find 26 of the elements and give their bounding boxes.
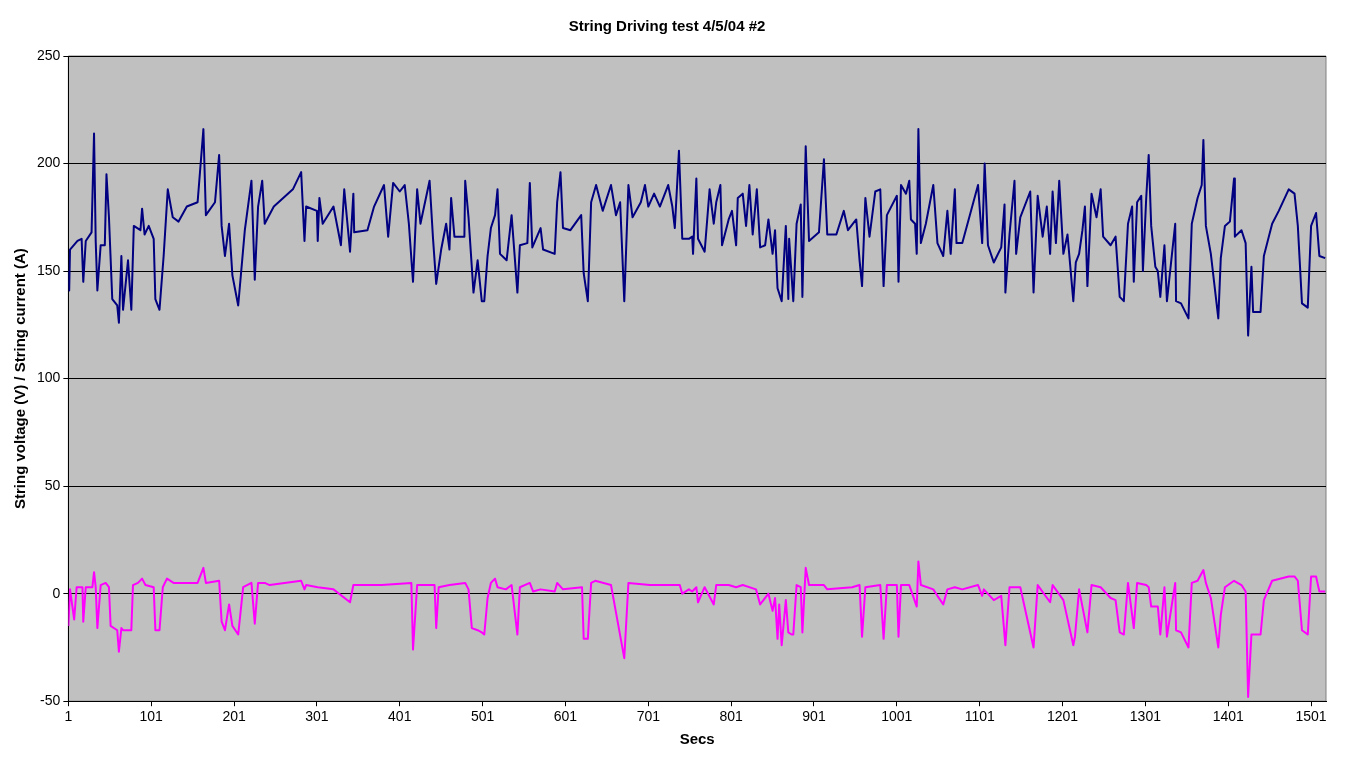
x-tick-label: 1001: [881, 708, 913, 725]
x-tick-label: 1501: [1295, 708, 1327, 725]
x-tick-label: 101: [139, 708, 164, 725]
y-tick-label: 250: [37, 46, 61, 63]
y-tick-label: -50: [40, 692, 61, 709]
x-tick-label: 701: [636, 708, 661, 725]
x-tick-label: 801: [719, 708, 744, 725]
y-tick-label: 150: [37, 261, 61, 278]
x-tick-label: 501: [470, 708, 495, 725]
y-tick-label: 100: [37, 369, 61, 386]
y-tick-label: 200: [37, 154, 61, 171]
x-tick-label: 401: [388, 708, 412, 725]
y-tick-label: 0: [52, 584, 61, 601]
x-tick-label: 1: [64, 708, 73, 725]
chart-title: String Driving test 4/5/04 #2: [568, 17, 766, 35]
x-tick-label: 601: [553, 708, 578, 725]
x-tick-label: 201: [222, 708, 246, 725]
x-tick-label: 1401: [1212, 708, 1245, 725]
x-tick-label: 1301: [1129, 708, 1162, 725]
x-axis-title: Secs: [679, 730, 715, 748]
x-tick-label: 901: [802, 708, 826, 725]
x-tick-label: 301: [305, 708, 329, 725]
x-tick-label: 1201: [1046, 708, 1079, 725]
y-axis-title: String voltage (V) / String current (A): [11, 248, 29, 510]
y-tick-label: 50: [44, 476, 61, 493]
x-tick-label: 1101: [964, 708, 995, 725]
